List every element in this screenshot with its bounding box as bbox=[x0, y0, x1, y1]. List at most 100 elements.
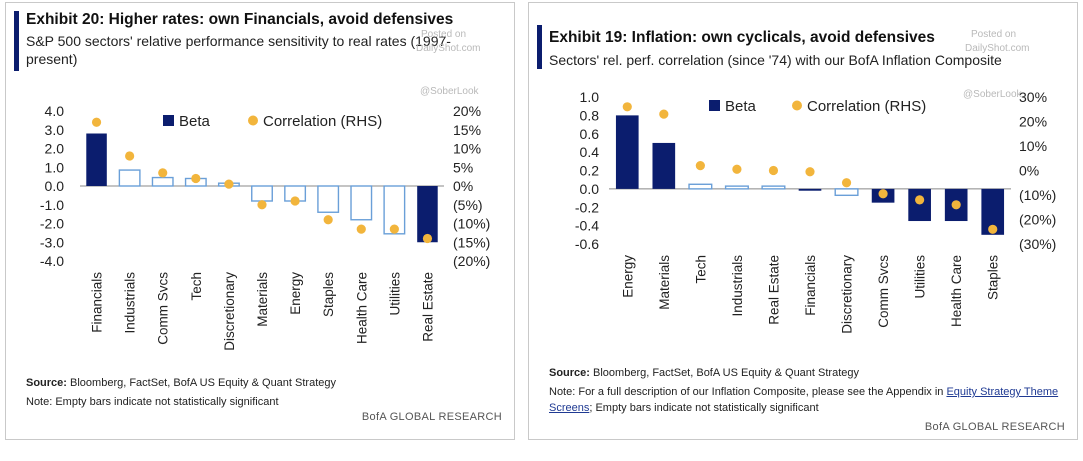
x-tick-label: Industrials bbox=[123, 272, 138, 334]
correlation-dot bbox=[257, 200, 267, 210]
chart-subtitle: S&P 500 sectors' relative performance se… bbox=[26, 33, 451, 67]
chart-exhibit-20: 4.0 3.0 2.0 1.0 0.0 -1.0 -2.0 -3.0 -4.0 20% 15% 10… bbox=[40, 103, 490, 351]
correlation-dot bbox=[125, 151, 135, 161]
beta-bar bbox=[688, 183, 713, 190]
y-tick-label: 4.0 bbox=[45, 103, 65, 119]
watermark-posted: Posted on bbox=[971, 29, 1017, 40]
y2-tick-label: 0% bbox=[453, 178, 473, 194]
y-tick-label: 0.4 bbox=[580, 144, 600, 160]
watermark-site: DailyShot.com bbox=[416, 43, 481, 54]
y-tick-label: 0.6 bbox=[580, 126, 600, 142]
watermark-site: DailyShot.com bbox=[965, 43, 1030, 54]
chart-exhibit-19: 1.0 0.8 0.6 0.4 0.2 0.0 -0.2 -0.4 -0.6 30% 20% 10%… bbox=[575, 89, 1056, 334]
legend-corr-label: Correlation (RHS) bbox=[263, 113, 382, 130]
x-tick-label: Staples bbox=[986, 255, 1001, 300]
correlation-dot bbox=[878, 189, 888, 199]
correlation-dot bbox=[389, 224, 399, 234]
y2-tick-label: 20% bbox=[1019, 114, 1047, 130]
y-tick-label: -2.0 bbox=[40, 216, 64, 232]
x-tick-label: Real Estate bbox=[420, 272, 435, 342]
y2-tick-label: (10%) bbox=[453, 216, 490, 232]
correlation-dot bbox=[732, 164, 742, 174]
y-tick-label: 2.0 bbox=[45, 141, 65, 157]
y2-tick-label: (20%) bbox=[1019, 212, 1056, 228]
title-accent-bar bbox=[537, 25, 542, 69]
x-tick-label: Utilities bbox=[387, 272, 402, 316]
x-tick-label: Discretionary bbox=[840, 255, 855, 334]
correlation-dot bbox=[422, 233, 433, 244]
correlation-dot bbox=[622, 102, 632, 112]
y-tick-label: -3.0 bbox=[40, 234, 64, 250]
y-tick-label: -1.0 bbox=[40, 197, 64, 213]
beta-bar bbox=[652, 142, 676, 189]
beta-bar bbox=[151, 176, 174, 187]
y-tick-label: 3.0 bbox=[45, 122, 65, 138]
beta-bar bbox=[317, 185, 340, 213]
chart-title: Exhibit 19: Inflation: own cyclicals, av… bbox=[549, 29, 935, 46]
beta-bar bbox=[383, 185, 406, 235]
y-tick-label: -0.4 bbox=[575, 218, 599, 234]
x-tick-label: Materials bbox=[255, 272, 270, 327]
x-tick-label: Energy bbox=[288, 272, 303, 315]
x-tick-label: Health Care bbox=[949, 255, 964, 327]
x-tick-label: Comm Svcs bbox=[876, 255, 891, 328]
y2-tick-label: 30% bbox=[1019, 89, 1047, 105]
x-tick-label: Tech bbox=[189, 272, 204, 301]
correlation-dot bbox=[915, 195, 925, 205]
chart-title: Exhibit 20: Higher rates: own Financials… bbox=[26, 11, 454, 28]
y-tick-label: -4.0 bbox=[40, 253, 64, 269]
y-tick-label: 0.8 bbox=[580, 107, 600, 123]
x-tick-label: Comm Svcs bbox=[156, 272, 171, 345]
chart-note: Note: Empty bars indicate not statistica… bbox=[26, 396, 279, 408]
x-tick-label: Tech bbox=[693, 255, 708, 284]
y-tick-label: 1.0 bbox=[45, 159, 65, 175]
y2-tick-label: (10%) bbox=[1019, 187, 1056, 203]
x-tick-label: Financials bbox=[803, 255, 818, 316]
y-tick-label: -0.2 bbox=[575, 199, 599, 215]
correlation-dot bbox=[805, 167, 815, 177]
y2-tick-label: 20% bbox=[453, 103, 481, 119]
equity-strategy-link[interactable]: Equity Strategy Theme Screens bbox=[549, 386, 1059, 414]
legend: Beta Correlation (RHS) bbox=[163, 113, 382, 130]
beta-bar bbox=[834, 188, 859, 197]
x-tick-label: Industrials bbox=[730, 255, 745, 317]
correlation-dot bbox=[695, 161, 705, 171]
legend: Beta Correlation (RHS) bbox=[709, 98, 926, 115]
beta-bar bbox=[350, 185, 373, 221]
y-tick-label: -0.6 bbox=[575, 236, 599, 252]
correlation-dot bbox=[224, 179, 234, 189]
beta-bar bbox=[981, 188, 1005, 235]
y-tick-label: 0.0 bbox=[45, 178, 65, 194]
note-text: Note: For a full description of our Infl… bbox=[549, 386, 947, 398]
y2-tick-label: 0% bbox=[1019, 163, 1039, 179]
correlation-dot bbox=[841, 178, 852, 188]
x-tick-label: Utilities bbox=[913, 255, 928, 299]
y2-tick-label: 10% bbox=[1019, 138, 1047, 154]
watermark-posted: Posted on bbox=[421, 29, 467, 40]
correlation-dot bbox=[356, 224, 366, 234]
exhibit-20-panel: Exhibit 20: Higher rates: own Financials… bbox=[5, 2, 515, 440]
exhibit-19-panel: Exhibit 19: Inflation: own cyclicals, av… bbox=[528, 2, 1078, 440]
legend-beta-label: Beta bbox=[725, 98, 757, 115]
beta-bar bbox=[118, 169, 141, 187]
beta-bar bbox=[86, 133, 107, 186]
y-tick-label: 0.2 bbox=[580, 163, 600, 179]
correlation-dot bbox=[768, 165, 779, 176]
y2-tick-label: 15% bbox=[453, 122, 481, 138]
legend-corr-label: Correlation (RHS) bbox=[807, 98, 926, 115]
watermark-handle: @SoberLook bbox=[420, 86, 479, 97]
beta-bar bbox=[615, 115, 639, 189]
correlation-dot bbox=[659, 109, 669, 119]
beta-bar bbox=[417, 186, 438, 243]
x-tick-label: Real Estate bbox=[766, 255, 781, 325]
note-text-end: ; Empty bars indicate not statistically … bbox=[589, 402, 819, 414]
y-tick-label: 1.0 bbox=[580, 89, 600, 105]
legend-corr-swatch bbox=[248, 115, 258, 126]
source-label: Source: bbox=[549, 367, 590, 379]
legend-beta-label: Beta bbox=[179, 113, 211, 130]
source-line: Source: Bloomberg, FactSet, BofA US Equi… bbox=[26, 377, 336, 389]
beta-bar bbox=[761, 185, 786, 190]
chart-subtitle: Sectors' rel. perf. correlation (since '… bbox=[549, 52, 1002, 68]
x-tick-label: Financials bbox=[90, 272, 105, 333]
x-tick-label: Health Care bbox=[354, 272, 369, 344]
